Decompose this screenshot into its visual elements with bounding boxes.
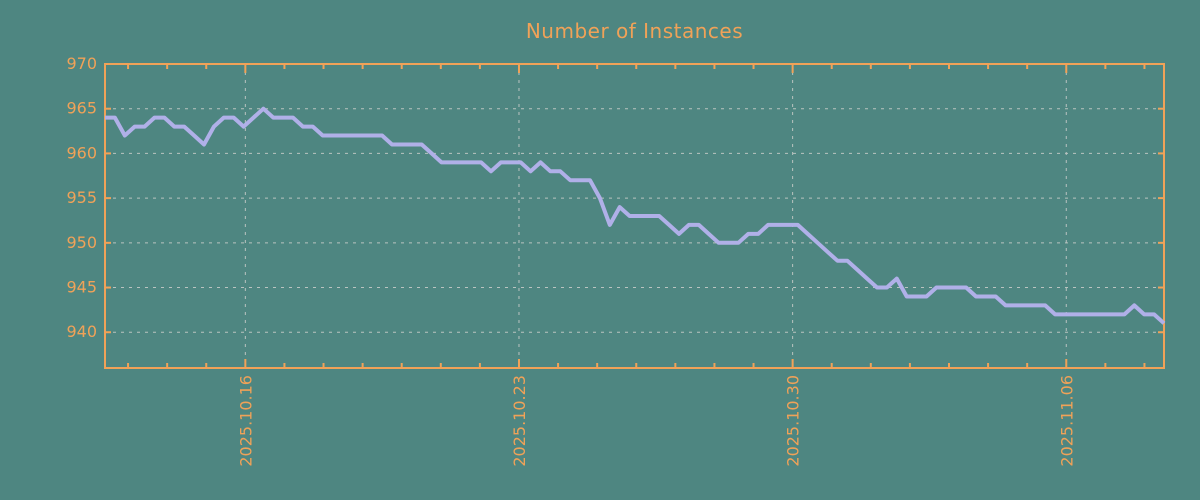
y-tick-label: 965 bbox=[66, 99, 97, 118]
y-tick-label: 950 bbox=[66, 233, 97, 252]
x-tick-label: 2025.11.06 bbox=[1057, 375, 1076, 467]
y-tick-label: 960 bbox=[66, 143, 97, 162]
y-tick-label: 970 bbox=[66, 54, 97, 73]
x-tick-label: 2025.10.23 bbox=[510, 375, 529, 467]
y-tick-label: 945 bbox=[66, 278, 97, 297]
y-tick-label: 940 bbox=[66, 322, 97, 341]
instances-line-series bbox=[105, 106, 1166, 325]
plot-frame bbox=[104, 63, 1165, 369]
x-tick-label: 2025.10.30 bbox=[784, 375, 803, 467]
x-tick-label: 2025.10.16 bbox=[236, 375, 255, 467]
y-tick-label: 955 bbox=[66, 188, 97, 207]
chart-title: Number of Instances bbox=[525, 19, 744, 43]
